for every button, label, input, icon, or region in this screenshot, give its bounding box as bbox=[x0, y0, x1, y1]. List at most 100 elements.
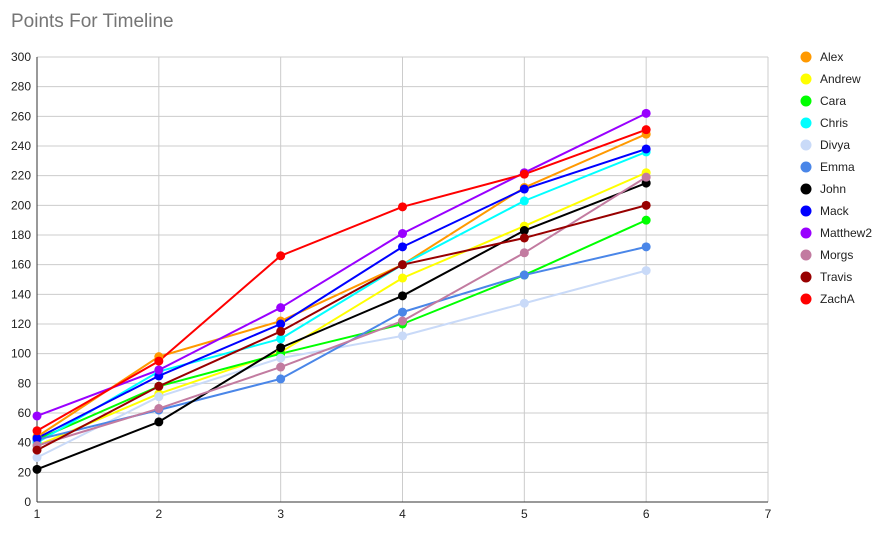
legend-item-morgs: Morgs bbox=[800, 248, 853, 262]
x-tick-label: 6 bbox=[643, 507, 650, 521]
data-point-travis bbox=[32, 445, 42, 455]
legend-label-matthew2: Matthew2 bbox=[820, 226, 872, 240]
data-point-mack bbox=[32, 433, 42, 443]
legend-item-cara: Cara bbox=[800, 94, 846, 108]
y-tick-label: 240 bbox=[11, 139, 31, 153]
y-tick-label: 20 bbox=[18, 465, 32, 479]
x-tick-label: 4 bbox=[399, 507, 406, 521]
data-point-mack bbox=[641, 144, 651, 154]
legend-marker-divya bbox=[800, 139, 812, 151]
data-point-chris bbox=[519, 196, 529, 206]
x-tick-label: 5 bbox=[521, 507, 528, 521]
data-point-mack bbox=[276, 319, 286, 329]
data-point-matthew2 bbox=[32, 411, 42, 421]
legend-item-emma: Emma bbox=[800, 160, 855, 174]
legend-marker-alex bbox=[800, 51, 812, 63]
series-points bbox=[32, 108, 651, 474]
data-point-travis bbox=[276, 326, 286, 336]
legend: Alex Andrew Cara Chris Divya Emma John Mack Matt… bbox=[800, 50, 872, 306]
legend-item-alex: Alex bbox=[800, 50, 843, 64]
data-point-divya bbox=[519, 298, 529, 308]
y-tick-label: 260 bbox=[11, 109, 31, 123]
legend-marker-cara bbox=[800, 95, 812, 107]
y-tick-label: 160 bbox=[11, 258, 31, 272]
data-point-emma bbox=[398, 307, 407, 317]
legend-label-chris: Chris bbox=[820, 116, 848, 130]
legend-marker-emma bbox=[800, 161, 812, 173]
data-point-zacha bbox=[32, 426, 42, 436]
data-point-morgs bbox=[519, 248, 529, 258]
data-point-divya bbox=[276, 353, 286, 363]
legend-item-divya: Divya bbox=[800, 138, 850, 152]
x-tick-label: 2 bbox=[155, 507, 162, 521]
y-axis-ticks: 0 20 40 60 80 100 120 140 160 180 200 220 240 260 280 3… bbox=[11, 50, 31, 509]
x-tick-label: 7 bbox=[765, 507, 772, 521]
legend-marker-travis bbox=[800, 271, 812, 283]
y-tick-label: 200 bbox=[11, 198, 31, 212]
y-tick-label: 140 bbox=[11, 287, 31, 301]
legend-label-alex: Alex bbox=[820, 50, 843, 64]
data-point-john bbox=[32, 464, 42, 474]
data-point-travis bbox=[154, 381, 164, 391]
series-line-alex bbox=[36, 133, 647, 438]
data-point-zacha bbox=[398, 202, 407, 212]
series-line-zacha bbox=[36, 128, 647, 432]
y-tick-label: 220 bbox=[11, 169, 31, 183]
data-point-morgs bbox=[154, 404, 164, 414]
legend-item-mack: Mack bbox=[800, 204, 850, 218]
data-point-matthew2 bbox=[154, 365, 164, 375]
data-point-divya bbox=[641, 266, 651, 276]
legend-marker-chris bbox=[800, 117, 812, 129]
y-tick-label: 40 bbox=[18, 436, 32, 450]
legend-marker-matthew2 bbox=[800, 227, 812, 239]
series-line-mack bbox=[36, 148, 647, 440]
y-tick-label: 60 bbox=[18, 406, 32, 420]
data-point-divya bbox=[32, 453, 42, 462]
legend-label-mack: Mack bbox=[820, 204, 850, 218]
legend-label-travis: Travis bbox=[820, 270, 852, 284]
series-line-travis bbox=[36, 204, 647, 451]
legend-label-emma: Emma bbox=[820, 160, 855, 174]
legend-label-zacha: ZachA bbox=[820, 292, 855, 306]
legend-label-john: John bbox=[820, 182, 846, 196]
series-line-matthew2 bbox=[36, 112, 647, 417]
legend-marker-john bbox=[800, 183, 812, 195]
data-point-emma bbox=[519, 270, 529, 280]
data-point-travis bbox=[398, 260, 407, 270]
legend-label-cara: Cara bbox=[820, 94, 846, 108]
data-point-andrew bbox=[398, 273, 407, 283]
data-point-emma bbox=[276, 374, 286, 384]
data-point-john bbox=[276, 343, 286, 353]
legend-item-travis: Travis bbox=[800, 270, 852, 284]
legend-marker-morgs bbox=[800, 249, 812, 261]
data-point-divya bbox=[398, 331, 407, 341]
x-axis-ticks: 1 2 3 4 5 6 7 bbox=[34, 507, 772, 521]
series-line-morgs bbox=[36, 176, 647, 447]
y-tick-label: 120 bbox=[11, 317, 31, 331]
x-tick-label: 1 bbox=[34, 507, 41, 521]
data-point-mack bbox=[398, 242, 407, 252]
data-point-zacha bbox=[519, 169, 529, 179]
series-line-divya bbox=[36, 269, 647, 459]
series-line-john bbox=[36, 182, 647, 471]
legend-marker-andrew bbox=[800, 73, 812, 85]
data-point-john bbox=[519, 226, 529, 236]
y-tick-label: 80 bbox=[18, 376, 32, 390]
legend-label-andrew: Andrew bbox=[820, 72, 861, 86]
data-point-zacha bbox=[276, 251, 286, 261]
y-tick-label: 180 bbox=[11, 228, 31, 242]
data-point-matthew2 bbox=[276, 303, 286, 313]
legend-item-andrew: Andrew bbox=[800, 72, 861, 86]
data-point-morgs bbox=[641, 172, 651, 182]
series-line-chris bbox=[36, 151, 647, 444]
legend-label-divya: Divya bbox=[820, 138, 850, 152]
legend-item-john: John bbox=[800, 182, 846, 196]
data-point-matthew2 bbox=[398, 229, 407, 239]
x-tick-label: 3 bbox=[277, 507, 284, 521]
data-point-matthew2 bbox=[641, 108, 651, 118]
data-point-travis bbox=[641, 200, 651, 210]
series-line-cara bbox=[36, 219, 647, 441]
data-point-john bbox=[398, 291, 407, 301]
legend-item-chris: Chris bbox=[800, 116, 848, 130]
